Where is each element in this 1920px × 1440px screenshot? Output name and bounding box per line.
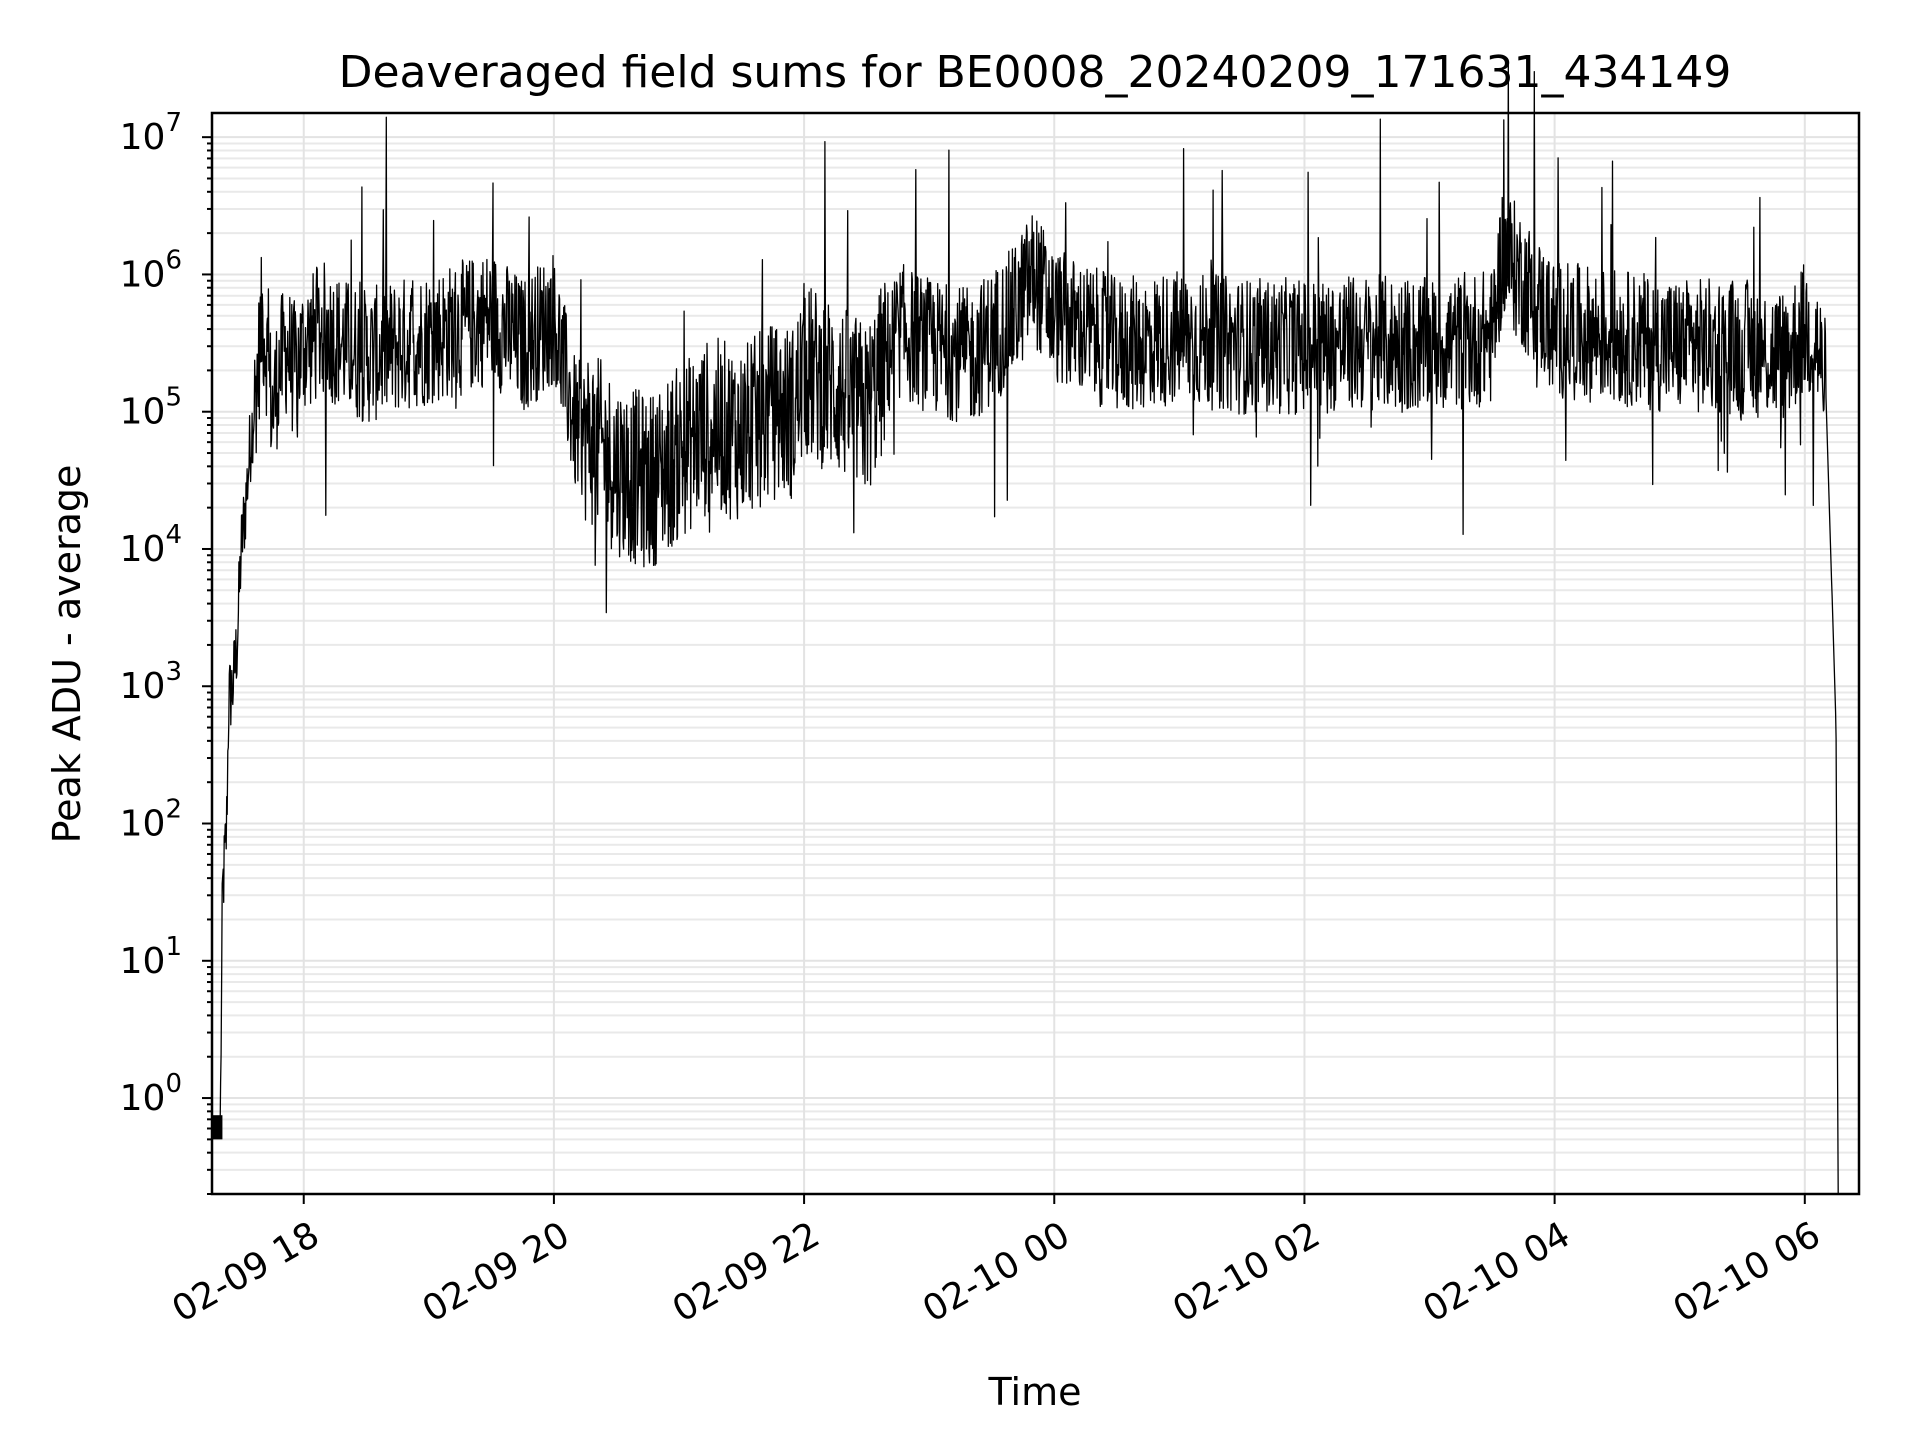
axes-frame bbox=[210, 111, 1861, 1196]
series-start-block bbox=[212, 1115, 223, 1140]
y-tick-label: 106 bbox=[120, 245, 182, 295]
y-tick-label: 101 bbox=[120, 932, 182, 982]
y-tick-label: 107 bbox=[120, 108, 182, 158]
y-tick-label: 104 bbox=[120, 520, 182, 570]
y-tick-label: 100 bbox=[120, 1069, 182, 1119]
y-tick-label: 102 bbox=[120, 795, 182, 845]
y-axis-label: Peak ADU - average bbox=[45, 465, 89, 844]
chart-title: Deaveraged field sums for BE0008_2024020… bbox=[339, 47, 1732, 98]
series-line bbox=[211, 60, 1839, 1195]
y-tick-label: 103 bbox=[120, 657, 182, 707]
y-tick-label: 105 bbox=[120, 383, 182, 433]
series-path bbox=[211, 60, 1839, 1195]
x-axis-label: Time bbox=[988, 1370, 1082, 1414]
